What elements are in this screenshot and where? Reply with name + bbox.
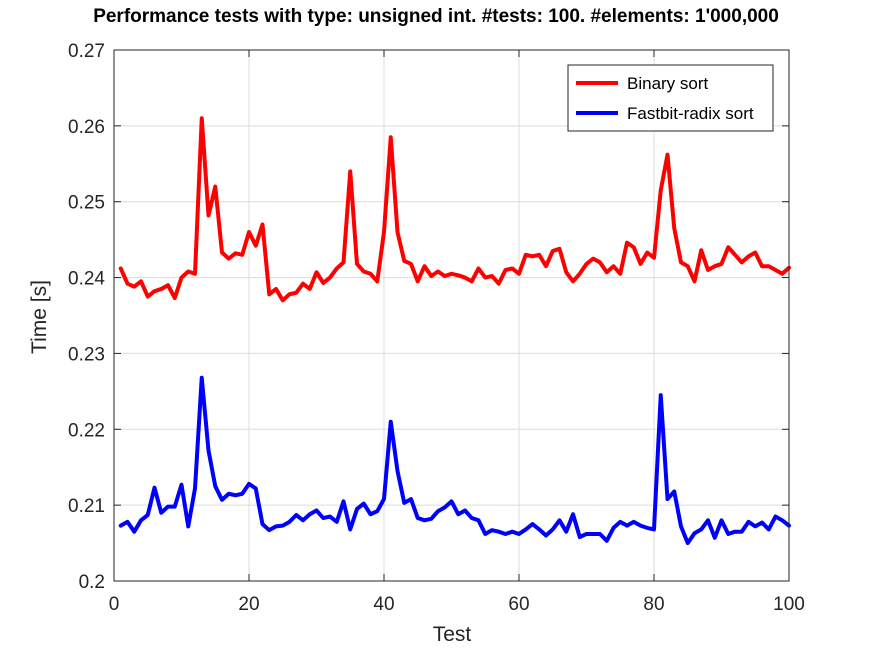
y-tick-label: 0.27 — [68, 41, 105, 62]
x-tick-label: 40 — [373, 594, 394, 615]
plot-area — [114, 50, 789, 581]
series-line-binary-sort — [118, 116, 791, 303]
y-tick-label: 0.2 — [79, 572, 105, 593]
ticks — [113, 49, 790, 582]
series-lines — [118, 116, 791, 546]
y-tick-label: 0.25 — [68, 193, 105, 214]
x-axis-label: Test — [433, 623, 472, 646]
axes-box — [113, 49, 790, 582]
y-tick-label: 0.24 — [68, 269, 105, 290]
y-tick-label: 0.21 — [68, 496, 105, 517]
y-tick-label: 0.23 — [68, 344, 105, 365]
x-tick-label: 20 — [238, 594, 259, 615]
series-line-fastbit-radix-sort — [118, 375, 791, 546]
legend-label-binary-sort: Binary sort — [627, 74, 709, 93]
y-tick-label: 0.22 — [68, 420, 105, 441]
legend-box — [567, 64, 774, 132]
y-tick-label: 0.26 — [68, 117, 105, 138]
tick-labels: 0 20 40 60 80 100 0.2 0.21 0.22 0.23 0.24 0.25 0.26 0… — [68, 41, 805, 615]
x-tick-label: 60 — [508, 594, 529, 615]
chart-title: Performance tests with type: unsigned in… — [93, 6, 779, 27]
legend-label-fastbit-radix-sort: Fastbit-radix sort — [627, 104, 754, 123]
y-axis-label: Time [s] — [28, 280, 51, 354]
legend: Binary sort Fastbit-radix sort — [567, 64, 774, 132]
x-tick-label: 80 — [643, 594, 664, 615]
x-tick-label: 100 — [773, 594, 805, 615]
x-tick-label: 0 — [109, 594, 120, 615]
